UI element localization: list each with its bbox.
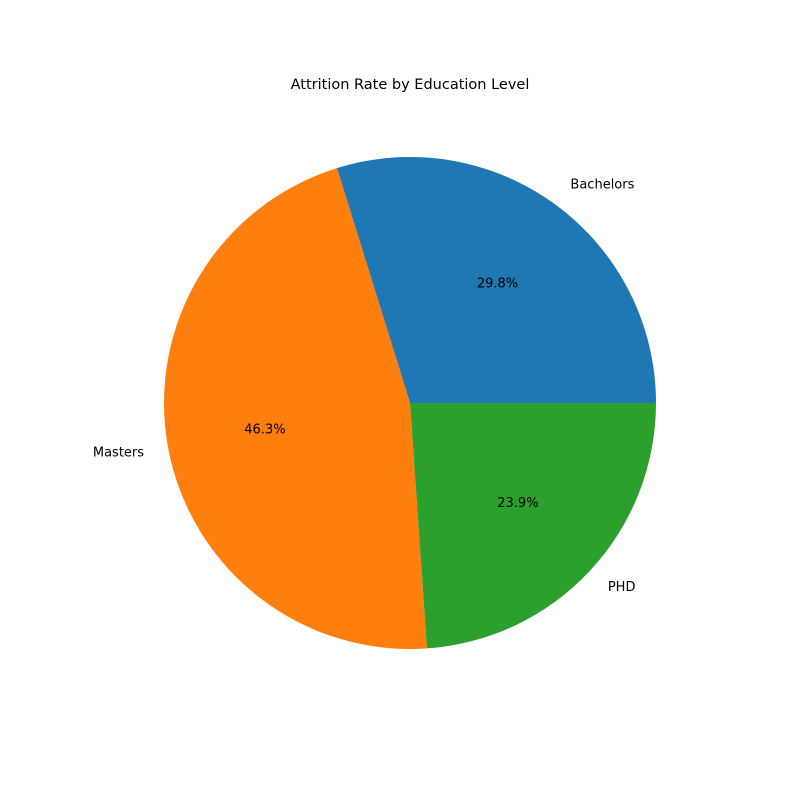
chart-title: Attrition Rate by Education Level: [291, 77, 530, 93]
slice-percent-masters: 46.3%: [244, 423, 285, 438]
pie-slices: [164, 156, 656, 649]
pie-slice-masters: [164, 168, 427, 649]
pie-slice-bachelors: [336, 156, 656, 403]
slice-percent-bachelors: 29.8%: [477, 277, 518, 292]
slice-label-bachelors: Bachelors: [570, 178, 634, 193]
slice-label-masters: Masters: [93, 445, 144, 460]
slice-label-phd: PHD: [608, 580, 636, 595]
slice-percent-phd: 23.9%: [497, 496, 538, 511]
pie-labels: Bachelors 29.8% Masters 46.3% PHD 23.9%: [93, 178, 636, 596]
pie-slice-phd: [410, 403, 656, 649]
